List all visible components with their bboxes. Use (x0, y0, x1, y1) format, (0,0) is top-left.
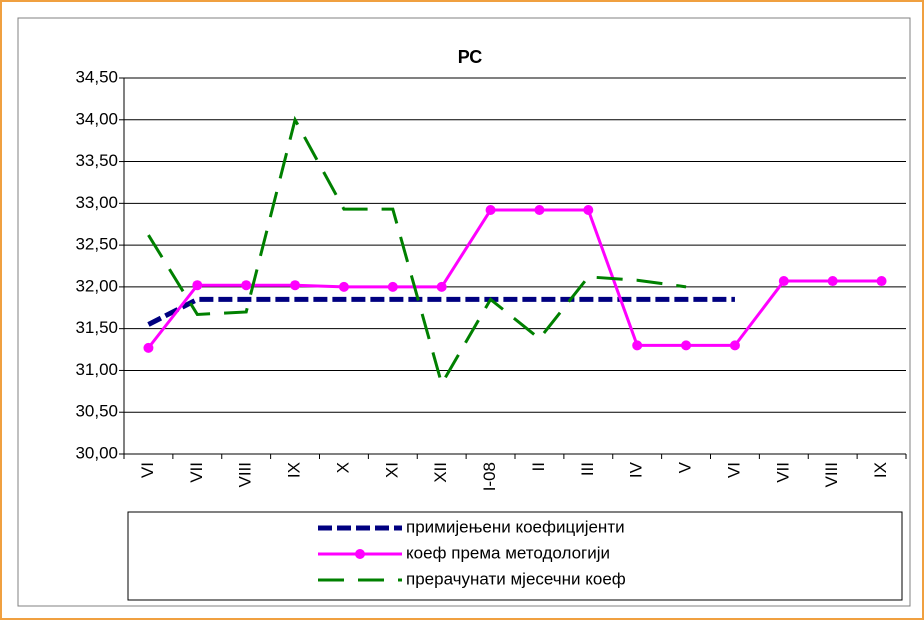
x-tick-label: XI (382, 462, 401, 478)
x-tick-label: VIII (822, 462, 841, 488)
x-tick-label: VI (724, 462, 743, 478)
legend-label: прерачунати мјесечни коеф (406, 569, 626, 588)
y-tick-label: 33,50 (75, 151, 118, 170)
y-tick-label: 32,00 (75, 276, 118, 295)
y-tick-label: 30,50 (75, 402, 118, 421)
x-tick-label: III (578, 462, 597, 476)
x-tick-label: VII (187, 462, 206, 483)
x-tick-label: VIII (236, 462, 255, 488)
series-line (147, 115, 687, 388)
legend-box (127, 511, 903, 601)
x-tick-label: I-08 (480, 462, 499, 491)
point (827, 276, 838, 287)
point (290, 280, 301, 291)
x-tick-label: V (676, 461, 695, 473)
point (534, 205, 545, 216)
point (729, 340, 740, 351)
series-line (147, 296, 735, 327)
point (583, 205, 594, 216)
y-tick-label: 31,50 (75, 318, 118, 337)
y-tick-label: 34,00 (75, 109, 118, 128)
x-tick-label: X (333, 462, 352, 473)
point (192, 280, 203, 291)
x-tick-label: XII (431, 462, 450, 483)
legend-marker (355, 549, 365, 559)
point (143, 342, 154, 353)
point (241, 280, 252, 291)
series-line (147, 208, 882, 349)
chart-title: РС (458, 47, 483, 67)
point (876, 276, 887, 287)
y-tick-label: 34,50 (75, 67, 118, 86)
y-tick-label: 32,50 (75, 235, 118, 254)
x-tick-label: IX (871, 462, 890, 478)
point (387, 281, 398, 292)
x-tick-label: II (529, 462, 548, 471)
y-tick-label: 30,00 (75, 443, 118, 462)
x-tick-label: IV (627, 461, 646, 478)
x-tick-label: VII (773, 462, 792, 483)
point (485, 205, 496, 216)
point (436, 281, 447, 292)
point (778, 276, 789, 287)
y-tick-label: 33,00 (75, 193, 118, 212)
point (681, 340, 692, 351)
y-tick-label: 31,00 (75, 360, 118, 379)
x-tick-label: IX (285, 462, 304, 478)
point (632, 340, 643, 351)
legend-label: примијењени коефицијенти (406, 517, 625, 536)
legend-label: коеф према методологији (406, 543, 610, 562)
x-tick-label: VI (138, 462, 157, 478)
point (338, 281, 349, 292)
